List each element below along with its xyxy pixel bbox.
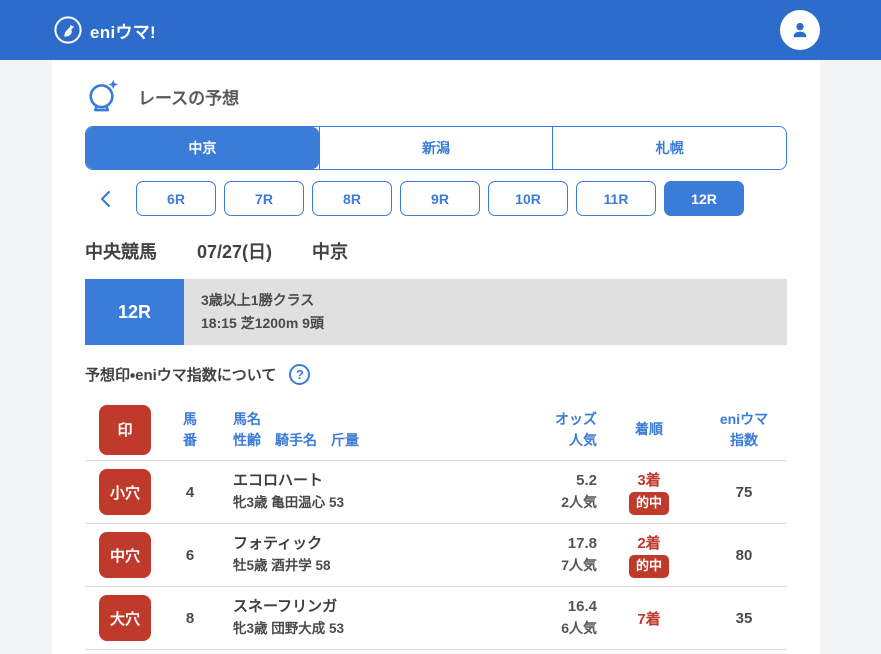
header-finish: 着順 [635,421,663,437]
horse-name: エコロハート [233,471,324,489]
table-header-row: 印 馬 番 馬名 性齢 騎手名 斤量 オッズ 人気 着順 eniウマ 指数 [85,399,787,461]
race-class: 3歳以上1勝クラス [201,292,315,308]
horse-details: 牝3歳 亀田温心 53 [233,495,345,511]
horse-name: フォティック [233,534,323,552]
race-date: 07/27(日) [197,242,273,262]
race-button-12r[interactable]: 12R [664,181,744,216]
header-horse-number: 馬 番 [183,410,197,448]
odds-value: 17.8 [567,534,597,552]
race-venue: 中京 [312,242,349,262]
prediction-mark-badge: 小穴 [99,469,151,515]
tab-chukyo[interactable]: 中京 [86,127,319,169]
horse-details: 牡5歳 酒井学 58 [233,558,331,574]
odds-cell: 5.2 2人気 [467,470,597,514]
table-row: 中穴 6 フォティック 牡5歳 酒井学 58 17.8 7人気 2着 的中 80 [85,524,787,587]
tab-niigata[interactable]: 新潟 [318,127,553,169]
prediction-table: 印 馬 番 馬名 性齢 騎手名 斤量 オッズ 人気 着順 eniウマ 指数 小穴… [85,399,787,650]
user-avatar-button[interactable] [780,10,820,50]
popularity: 2人気 [561,494,597,511]
race-button-8r[interactable]: 8R [312,181,392,216]
finish-position: 3着 [637,472,661,490]
crystal-ball-icon [85,77,121,115]
popularity: 7人気 [561,557,597,574]
eniuma-index: 35 [735,609,753,627]
table-row: 大穴 8 スネーフリンガ 牝3歳 団野大成 53 16.4 6人気 7着 35 [85,587,787,650]
horse-name-cell: スネーフリンガ 牝3歳 団野大成 53 [229,596,467,640]
race-button-group: 6R 7R 8R 9R 10R 11R 12R [136,181,744,216]
finish-cell: 3着 的中 [597,469,701,515]
race-details: 18:15 芝1200m 9頭 [201,315,324,332]
prediction-mark-badge: 中穴 [99,532,151,578]
horse-name-cell: フォティック 牡5歳 酒井学 58 [229,533,467,577]
hit-badge: 的中 [628,492,669,515]
venue-tab-group: 中京 新潟 札幌 [85,126,787,170]
app-header: eniウマ! [0,0,881,60]
tab-sapporo[interactable]: 札幌 [552,127,786,169]
horse-name: スネーフリンガ [233,597,338,615]
page-title-row: レースの予想 [85,76,787,116]
finish-position: 7着 [637,610,661,628]
odds-cell: 16.4 6人気 [467,596,597,640]
race-button-11r[interactable]: 11R [576,181,656,216]
info-heading-label: 予想印・eniウマ指数について [85,367,277,384]
finish-cell: 2着 的中 [597,532,701,578]
mark-column-badge: 印 [99,404,151,455]
horse-number: 6 [185,546,195,564]
content-card: レースの予想 中京 新潟 札幌 6R 7R 8R 9R 10R 11R 12R … [52,60,820,654]
popularity: 6人気 [561,620,597,637]
header-horse-name: 馬名 性齢 騎手名 斤量 [233,410,359,448]
table-row: 小穴 4 エコロハート 牝3歳 亀田温心 53 5.2 2人気 3着 的中 75 [85,461,787,524]
odds-value: 16.4 [567,597,597,615]
race-category: 中央競馬 [85,242,157,262]
horse-logo-icon [54,16,82,44]
race-button-9r[interactable]: 9R [400,181,480,216]
horse-number: 8 [185,609,195,627]
horse-name-cell: エコロハート 牝3歳 亀田温心 53 [229,470,467,514]
odds-cell: 17.8 7人気 [467,533,597,577]
question-icon[interactable]: ? [289,364,311,385]
eniuma-index: 75 [735,483,753,501]
finish-cell: 7着 [597,608,701,629]
horse-number: 4 [185,483,195,501]
info-heading: 予想印・eniウマ指数について ? [85,364,787,385]
horse-details: 牝3歳 団野大成 53 [233,621,345,637]
chevron-left-icon[interactable] [90,181,120,216]
race-button-7r[interactable]: 7R [224,181,304,216]
race-number-badge: 12R [85,279,184,345]
race-button-6r[interactable]: 6R [136,181,216,216]
page-title: レースの予想 [138,88,240,108]
finish-position: 2着 [637,535,661,553]
race-banner: 12R 3歳以上1勝クラス 18:15 芝1200m 9頭 [85,279,787,345]
hit-badge: 的中 [628,555,669,578]
race-heading: 中央競馬 07/27(日) 中京 [85,238,787,264]
header-odds: オッズ 人気 [555,410,597,448]
race-nav: 6R 7R 8R 9R 10R 11R 12R [85,181,787,216]
race-info: 3歳以上1勝クラス 18:15 芝1200m 9頭 [184,279,787,345]
eniuma-index: 80 [735,546,753,564]
odds-value: 5.2 [576,471,597,489]
header-index: eniウマ 指数 [719,410,769,448]
prediction-mark-badge: 大穴 [99,595,151,641]
logo-text: eniウマ! [90,22,157,42]
app-logo[interactable]: eniウマ! [54,16,156,44]
user-icon [788,18,812,42]
race-button-10r[interactable]: 10R [488,181,568,216]
